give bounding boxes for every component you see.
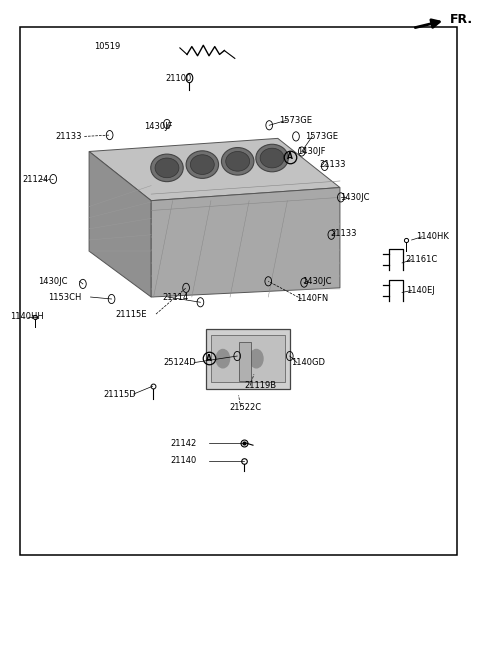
Text: 1140GD: 1140GD [291,358,325,367]
Ellipse shape [155,158,179,177]
Ellipse shape [256,145,288,172]
Text: 25124D: 25124D [163,358,196,367]
Bar [20,27,457,555]
Text: 1430JF: 1430JF [144,122,172,131]
Polygon shape [89,152,151,297]
Text: FR.: FR. [450,12,473,26]
Ellipse shape [260,148,284,168]
Circle shape [250,350,263,368]
Ellipse shape [221,148,254,175]
Text: 1140HK: 1140HK [416,232,449,241]
Bar [206,328,290,389]
Ellipse shape [186,151,218,178]
Text: 21133: 21133 [330,229,357,238]
Polygon shape [89,139,340,200]
Bar [211,335,285,382]
Text: 21115D: 21115D [103,390,136,399]
Circle shape [216,350,229,368]
Text: 1573GE: 1573GE [306,132,338,141]
Text: 1430JC: 1430JC [302,277,331,286]
Text: 21100: 21100 [166,74,192,83]
Text: 10519: 10519 [94,42,120,51]
Ellipse shape [151,154,183,181]
Text: 1140HH: 1140HH [10,312,44,321]
Ellipse shape [226,152,250,171]
Text: 21140: 21140 [170,457,197,465]
Text: 1140FN: 1140FN [296,294,328,304]
Text: 21119B: 21119B [244,381,276,390]
Text: 1153CH: 1153CH [48,292,82,302]
Text: 1140EJ: 1140EJ [406,286,434,295]
Text: 21114: 21114 [162,292,189,302]
Polygon shape [151,187,340,297]
Text: 21142: 21142 [170,439,197,447]
Text: 21133: 21133 [320,160,347,169]
Text: 21115E: 21115E [115,309,147,319]
Text: 21161C: 21161C [406,255,438,264]
Text: 1573GE: 1573GE [279,116,312,125]
Text: 1430JF: 1430JF [297,147,325,156]
Text: 21522C: 21522C [229,403,261,412]
Text: 21124: 21124 [22,175,48,183]
Bar [239,342,251,381]
Ellipse shape [191,155,214,174]
Text: 1430JC: 1430JC [38,277,68,286]
Text: A: A [205,353,212,363]
Text: 21133: 21133 [56,132,82,141]
Text: 1430JC: 1430JC [340,193,370,202]
Text: A: A [287,152,293,161]
